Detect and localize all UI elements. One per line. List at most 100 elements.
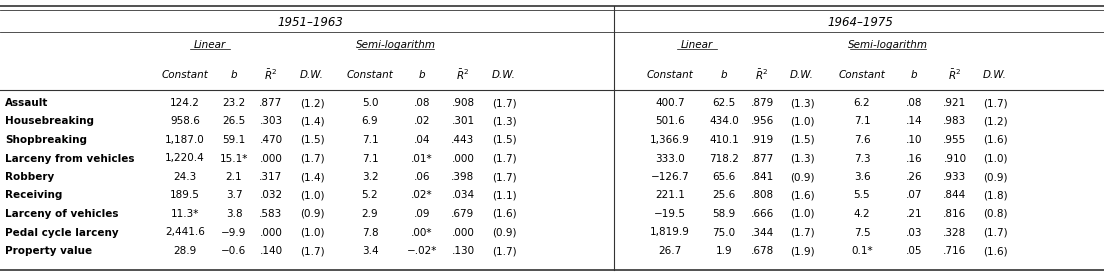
Text: 718.2: 718.2 [709, 153, 739, 163]
Text: Shopbreaking: Shopbreaking [6, 135, 87, 145]
Text: $\bar{R}^2$: $\bar{R}^2$ [755, 68, 768, 82]
Text: (1.3): (1.3) [789, 153, 815, 163]
Text: .000: .000 [452, 153, 475, 163]
Text: 6.2: 6.2 [853, 98, 870, 108]
Text: 7.3: 7.3 [853, 153, 870, 163]
Text: D.W.: D.W. [492, 70, 516, 80]
Text: 3.2: 3.2 [362, 172, 379, 182]
Text: .02: .02 [414, 116, 431, 126]
Text: .816: .816 [944, 209, 967, 219]
Text: .301: .301 [452, 116, 475, 126]
Text: 5.5: 5.5 [853, 190, 870, 200]
Text: (0.9): (0.9) [300, 209, 325, 219]
Text: .470: .470 [259, 135, 283, 145]
Text: Larceny from vehicles: Larceny from vehicles [6, 153, 135, 163]
Text: 434.0: 434.0 [709, 116, 739, 126]
Text: .03: .03 [905, 227, 922, 238]
Text: −126.7: −126.7 [650, 172, 689, 182]
Text: (1.6): (1.6) [491, 209, 517, 219]
Text: .678: .678 [751, 246, 774, 256]
Text: Linear: Linear [681, 40, 713, 50]
Text: (1.7): (1.7) [491, 172, 517, 182]
Text: 958.6: 958.6 [170, 116, 200, 126]
Text: (1.3): (1.3) [491, 116, 517, 126]
Text: (1.0): (1.0) [983, 153, 1007, 163]
Text: 65.6: 65.6 [712, 172, 735, 182]
Text: .130: .130 [452, 246, 475, 256]
Text: .317: .317 [259, 172, 283, 182]
Text: .328: .328 [944, 227, 967, 238]
Text: Robbery: Robbery [6, 172, 54, 182]
Text: Constant: Constant [161, 70, 209, 80]
Text: (1.7): (1.7) [983, 98, 1007, 108]
Text: 189.5: 189.5 [170, 190, 200, 200]
Text: 4.2: 4.2 [853, 209, 870, 219]
Text: (1.7): (1.7) [491, 98, 517, 108]
Text: (1.4): (1.4) [299, 116, 325, 126]
Text: 2.1: 2.1 [225, 172, 242, 182]
Text: Linear: Linear [193, 40, 225, 50]
Text: 7.8: 7.8 [362, 227, 379, 238]
Text: 7.1: 7.1 [362, 153, 379, 163]
Text: b: b [231, 70, 237, 80]
Text: 24.3: 24.3 [173, 172, 197, 182]
Text: 75.0: 75.0 [712, 227, 735, 238]
Text: 3.8: 3.8 [225, 209, 242, 219]
Text: D.W.: D.W. [300, 70, 323, 80]
Text: Semi-logarithm: Semi-logarithm [848, 40, 928, 50]
Text: 1951–1963: 1951–1963 [277, 15, 343, 28]
Text: .05: .05 [905, 246, 922, 256]
Text: $\bar{R}^2$: $\bar{R}^2$ [456, 68, 469, 82]
Text: 7.1: 7.1 [362, 135, 379, 145]
Text: 400.7: 400.7 [655, 98, 684, 108]
Text: .06: .06 [414, 172, 431, 182]
Text: 26.7: 26.7 [658, 246, 681, 256]
Text: $\bar{R}^2$: $\bar{R}^2$ [265, 68, 277, 82]
Text: .02*: .02* [411, 190, 433, 200]
Text: −0.6: −0.6 [222, 246, 246, 256]
Text: .879: .879 [751, 98, 774, 108]
Text: 410.1: 410.1 [709, 135, 739, 145]
Text: .000: .000 [452, 227, 475, 238]
Text: 2.9: 2.9 [362, 209, 379, 219]
Text: 62.5: 62.5 [712, 98, 735, 108]
Text: (1.5): (1.5) [299, 135, 325, 145]
Text: D.W.: D.W. [790, 70, 814, 80]
Text: .443: .443 [452, 135, 475, 145]
Text: b: b [418, 70, 425, 80]
Text: .877: .877 [751, 153, 774, 163]
Text: (1.8): (1.8) [983, 190, 1007, 200]
Text: .14: .14 [905, 116, 922, 126]
Text: (1.2): (1.2) [299, 98, 325, 108]
Text: (1.5): (1.5) [789, 135, 815, 145]
Text: D.W.: D.W. [983, 70, 1007, 80]
Text: (1.7): (1.7) [299, 246, 325, 256]
Text: .01*: .01* [411, 153, 433, 163]
Text: $\bar{R}^2$: $\bar{R}^2$ [948, 68, 962, 82]
Text: .679: .679 [452, 209, 475, 219]
Text: 11.3*: 11.3* [171, 209, 199, 219]
Text: .933: .933 [944, 172, 967, 182]
Text: .398: .398 [452, 172, 475, 182]
Text: (1.0): (1.0) [789, 209, 815, 219]
Text: (1.7): (1.7) [789, 227, 815, 238]
Text: (1.0): (1.0) [789, 116, 815, 126]
Text: 2,441.6: 2,441.6 [166, 227, 205, 238]
Text: Constant: Constant [347, 70, 393, 80]
Text: 3.7: 3.7 [225, 190, 242, 200]
Text: 5.0: 5.0 [362, 98, 379, 108]
Text: .26: .26 [905, 172, 922, 182]
Text: −19.5: −19.5 [654, 209, 686, 219]
Text: Housebreaking: Housebreaking [6, 116, 94, 126]
Text: 221.1: 221.1 [655, 190, 684, 200]
Text: b: b [911, 70, 917, 80]
Text: (1.6): (1.6) [789, 190, 815, 200]
Text: .877: .877 [259, 98, 283, 108]
Text: (1.5): (1.5) [491, 135, 517, 145]
Text: 5.2: 5.2 [362, 190, 379, 200]
Text: (1.6): (1.6) [983, 246, 1007, 256]
Text: Property value: Property value [6, 246, 92, 256]
Text: (1.7): (1.7) [491, 246, 517, 256]
Text: .000: .000 [259, 153, 283, 163]
Text: 58.9: 58.9 [712, 209, 735, 219]
